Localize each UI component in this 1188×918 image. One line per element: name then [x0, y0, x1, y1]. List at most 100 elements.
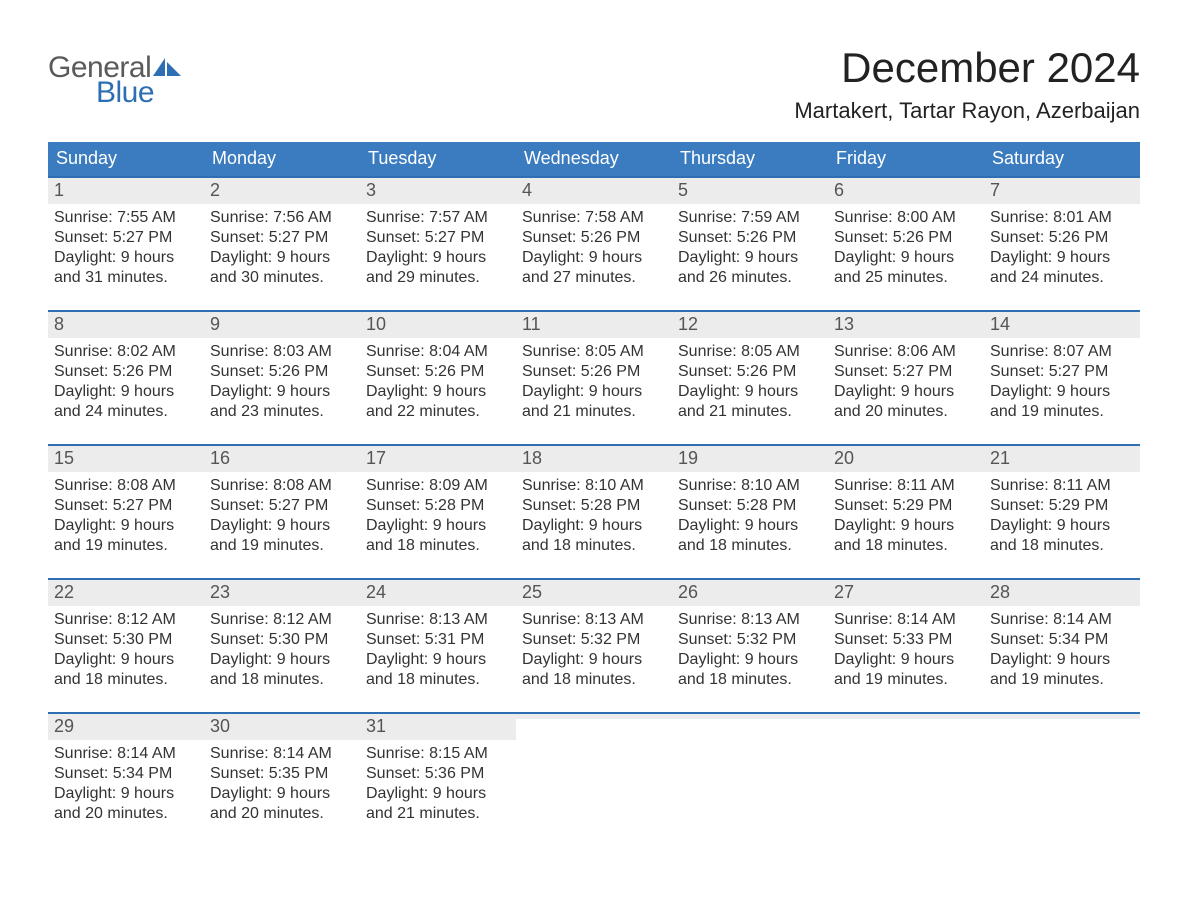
day-body: Sunrise: 8:04 AMSunset: 5:26 PMDaylight:… [360, 338, 516, 426]
day-cell: 7Sunrise: 8:01 AMSunset: 5:26 PMDaylight… [984, 178, 1140, 292]
day-body: Sunrise: 7:56 AMSunset: 5:27 PMDaylight:… [204, 204, 360, 292]
day-dl2: and 22 minutes. [366, 402, 510, 422]
day-cell: 9Sunrise: 8:03 AMSunset: 5:26 PMDaylight… [204, 312, 360, 426]
day-sunset: Sunset: 5:26 PM [54, 362, 198, 382]
day-dl2: and 18 minutes. [54, 670, 198, 690]
day-number: 11 [516, 312, 672, 338]
day-sunrise: Sunrise: 8:11 AM [990, 476, 1134, 496]
day-dl1: Daylight: 9 hours [522, 650, 666, 670]
day-dl1: Daylight: 9 hours [54, 650, 198, 670]
day-dl1: Daylight: 9 hours [834, 382, 978, 402]
day-number: 2 [204, 178, 360, 204]
day-dl1: Daylight: 9 hours [54, 382, 198, 402]
weekday-wednesday: Wednesday [516, 142, 672, 176]
day-number: 18 [516, 446, 672, 472]
day-cell: 10Sunrise: 8:04 AMSunset: 5:26 PMDayligh… [360, 312, 516, 426]
day-cell: 3Sunrise: 7:57 AMSunset: 5:27 PMDaylight… [360, 178, 516, 292]
day-dl1: Daylight: 9 hours [210, 784, 354, 804]
weekday-monday: Monday [204, 142, 360, 176]
day-dl1: Daylight: 9 hours [678, 248, 822, 268]
day-sunrise: Sunrise: 8:14 AM [210, 744, 354, 764]
day-body: Sunrise: 8:11 AMSunset: 5:29 PMDaylight:… [828, 472, 984, 560]
day-dl1: Daylight: 9 hours [834, 248, 978, 268]
day-sunset: Sunset: 5:26 PM [990, 228, 1134, 248]
day-sunset: Sunset: 5:34 PM [990, 630, 1134, 650]
month-title: December 2024 [794, 44, 1140, 92]
day-body: Sunrise: 8:01 AMSunset: 5:26 PMDaylight:… [984, 204, 1140, 292]
day-sunrise: Sunrise: 8:07 AM [990, 342, 1134, 362]
week-row: 1Sunrise: 7:55 AMSunset: 5:27 PMDaylight… [48, 176, 1140, 292]
day-body: Sunrise: 8:08 AMSunset: 5:27 PMDaylight:… [204, 472, 360, 560]
day-body: Sunrise: 8:11 AMSunset: 5:29 PMDaylight:… [984, 472, 1140, 560]
day-cell: 25Sunrise: 8:13 AMSunset: 5:32 PMDayligh… [516, 580, 672, 694]
day-dl1: Daylight: 9 hours [522, 382, 666, 402]
week-row: 29Sunrise: 8:14 AMSunset: 5:34 PMDayligh… [48, 712, 1140, 828]
day-number: 12 [672, 312, 828, 338]
day-dl2: and 19 minutes. [834, 670, 978, 690]
day-sunset: Sunset: 5:27 PM [210, 228, 354, 248]
day-dl1: Daylight: 9 hours [522, 248, 666, 268]
day-sunset: Sunset: 5:31 PM [366, 630, 510, 650]
day-number: 4 [516, 178, 672, 204]
logo-word-blue: Blue [96, 79, 181, 108]
day-sunrise: Sunrise: 8:03 AM [210, 342, 354, 362]
day-dl2: and 21 minutes. [366, 804, 510, 824]
day-dl1: Daylight: 9 hours [678, 516, 822, 536]
weekday-header-row: Sunday Monday Tuesday Wednesday Thursday… [48, 142, 1140, 176]
day-sunrise: Sunrise: 8:00 AM [834, 208, 978, 228]
weekday-friday: Friday [828, 142, 984, 176]
day-body: Sunrise: 8:09 AMSunset: 5:28 PMDaylight:… [360, 472, 516, 560]
day-sunrise: Sunrise: 8:05 AM [522, 342, 666, 362]
weeks-container: 1Sunrise: 7:55 AMSunset: 5:27 PMDaylight… [48, 176, 1140, 828]
page: General Blue December 2024 Martakert, Ta… [0, 0, 1188, 918]
day-dl2: and 18 minutes. [210, 670, 354, 690]
day-sunset: Sunset: 5:32 PM [678, 630, 822, 650]
day-body: Sunrise: 8:00 AMSunset: 5:26 PMDaylight:… [828, 204, 984, 292]
day-body: Sunrise: 8:13 AMSunset: 5:31 PMDaylight:… [360, 606, 516, 694]
day-number: 19 [672, 446, 828, 472]
day-dl2: and 21 minutes. [678, 402, 822, 422]
day-cell: 14Sunrise: 8:07 AMSunset: 5:27 PMDayligh… [984, 312, 1140, 426]
day-body: Sunrise: 8:05 AMSunset: 5:26 PMDaylight:… [672, 338, 828, 426]
day-dl2: and 18 minutes. [366, 670, 510, 690]
header: General Blue December 2024 Martakert, Ta… [48, 44, 1140, 124]
day-dl2: and 29 minutes. [366, 268, 510, 288]
week-row: 22Sunrise: 8:12 AMSunset: 5:30 PMDayligh… [48, 578, 1140, 694]
day-body: Sunrise: 8:02 AMSunset: 5:26 PMDaylight:… [48, 338, 204, 426]
day-sunset: Sunset: 5:27 PM [366, 228, 510, 248]
day-cell: 20Sunrise: 8:11 AMSunset: 5:29 PMDayligh… [828, 446, 984, 560]
day-body [828, 719, 984, 799]
day-number: 27 [828, 580, 984, 606]
day-sunset: Sunset: 5:33 PM [834, 630, 978, 650]
day-dl2: and 26 minutes. [678, 268, 822, 288]
day-sunrise: Sunrise: 8:14 AM [990, 610, 1134, 630]
day-sunset: Sunset: 5:27 PM [54, 496, 198, 516]
day-sunset: Sunset: 5:27 PM [54, 228, 198, 248]
day-sunrise: Sunrise: 8:15 AM [366, 744, 510, 764]
day-dl2: and 18 minutes. [990, 536, 1134, 556]
day-dl1: Daylight: 9 hours [678, 650, 822, 670]
day-number: 3 [360, 178, 516, 204]
day-dl2: and 25 minutes. [834, 268, 978, 288]
day-dl1: Daylight: 9 hours [366, 650, 510, 670]
day-number: 24 [360, 580, 516, 606]
day-dl2: and 18 minutes. [834, 536, 978, 556]
day-body: Sunrise: 8:14 AMSunset: 5:34 PMDaylight:… [48, 740, 204, 828]
day-number: 28 [984, 580, 1140, 606]
day-number: 17 [360, 446, 516, 472]
day-number: 23 [204, 580, 360, 606]
day-dl2: and 31 minutes. [54, 268, 198, 288]
day-sunrise: Sunrise: 8:12 AM [54, 610, 198, 630]
day-body: Sunrise: 8:14 AMSunset: 5:33 PMDaylight:… [828, 606, 984, 694]
day-sunrise: Sunrise: 8:13 AM [522, 610, 666, 630]
day-dl1: Daylight: 9 hours [366, 784, 510, 804]
day-cell: 18Sunrise: 8:10 AMSunset: 5:28 PMDayligh… [516, 446, 672, 560]
day-dl1: Daylight: 9 hours [990, 382, 1134, 402]
day-sunset: Sunset: 5:26 PM [522, 362, 666, 382]
weekday-thursday: Thursday [672, 142, 828, 176]
day-cell: 4Sunrise: 7:58 AMSunset: 5:26 PMDaylight… [516, 178, 672, 292]
day-cell: 11 Sunrise: 8:05 AMSunset: 5:26 PMDayligh… [516, 312, 672, 426]
day-number: 26 [672, 580, 828, 606]
day-cell: 16Sunrise: 8:08 AMSunset: 5:27 PMDayligh… [204, 446, 360, 560]
day-sunrise: Sunrise: 8:13 AM [678, 610, 822, 630]
